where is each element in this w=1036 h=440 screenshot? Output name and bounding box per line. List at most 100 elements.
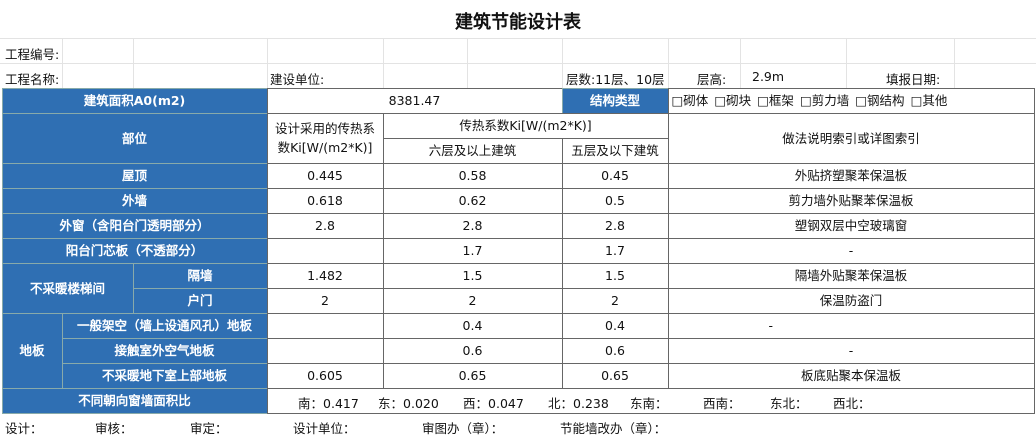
- value-cell: 0.62: [382, 187, 563, 214]
- label: 填报日期:: [886, 72, 941, 87]
- label: 工程名称:: [5, 72, 60, 87]
- group-cell: 地板: [1, 312, 63, 389]
- value-cell: 0.445: [266, 162, 384, 189]
- label: 工程编号:: [5, 47, 60, 62]
- dir: 南：: [298, 396, 324, 411]
- header-cell: 建筑面积A0(m2): [1, 87, 268, 114]
- value-cell: 8381.47: [266, 87, 563, 114]
- option: □框架: [757, 93, 794, 108]
- value-cell: 0.65: [561, 362, 669, 389]
- method-cell: 板底贴聚本保温板: [667, 362, 1035, 389]
- dir: 西：: [463, 396, 489, 411]
- footer-label: 审图办（章）：: [422, 421, 504, 436]
- orientation-item: 西：0.047: [463, 393, 524, 412]
- header-cell: 做法说明索引或详图索引: [667, 112, 1035, 164]
- option: □砌块: [714, 93, 752, 108]
- value-cell: 1.5: [382, 262, 563, 289]
- value-cell: 0.4: [382, 312, 563, 339]
- value-cell: 2: [266, 287, 384, 314]
- option: □钢结构: [855, 93, 905, 108]
- dir: 北：: [548, 396, 574, 411]
- header-cell: 结构类型: [561, 87, 669, 114]
- row-name: 屋顶: [1, 162, 268, 189]
- method-cell: 外贴挤塑聚苯保温板: [667, 162, 1035, 189]
- group-cell: 不采暖楼梯间: [1, 262, 134, 314]
- value-cell: 2.8: [266, 212, 384, 239]
- row-name: 隔墙: [132, 262, 268, 289]
- value-cell: 2.8: [561, 212, 669, 239]
- row-name: 一般架空（墙上设通风孔）地板: [61, 312, 268, 339]
- footer-label: 设计单位：: [293, 421, 356, 436]
- method-cell: -: [667, 237, 1035, 264]
- value-cell: 2: [561, 287, 669, 314]
- method-cell: 塑钢双层中空玻璃窗: [667, 212, 1035, 239]
- header-cell: 部位: [1, 112, 268, 164]
- value: 0.238: [573, 396, 609, 411]
- row-name: 外窗（含阳台门透明部分）: [1, 212, 268, 239]
- footer-label: 设计：: [5, 421, 43, 436]
- value: 0.020: [403, 396, 439, 411]
- row-name: 接触室外空气地板: [61, 337, 268, 364]
- options-cell: □砌体 □砌块 □框架 □剪力墙 □钢结构 □其他: [667, 87, 1035, 114]
- grid-line: [0, 63, 1036, 64]
- option: □其他: [910, 93, 948, 108]
- header-cell: 传热系数Ki[W/(m2*K)]: [382, 112, 669, 139]
- value-cell: 0.4: [561, 312, 669, 339]
- value-cell: [266, 337, 384, 364]
- footer-label: 审核：: [95, 421, 133, 436]
- orientation-item: 西北：: [833, 393, 871, 412]
- orientation-item: 东：0.020: [378, 393, 439, 412]
- label: 建设单位:: [270, 72, 325, 87]
- row-name: 不采暖地下室上部地板: [61, 362, 268, 389]
- header-cell: 不同朝向窗墙面积比: [1, 387, 268, 414]
- header-cell: 五层及以下建筑: [561, 137, 669, 164]
- method-cell: -: [667, 312, 1035, 339]
- value-cell: 1.482: [266, 262, 384, 289]
- orientation-item: 南：0.417: [298, 393, 359, 412]
- dir: 西北：: [833, 396, 871, 411]
- orientation-cell: [266, 387, 1035, 414]
- title: 建筑节能设计表: [455, 12, 581, 33]
- value: 0.047: [488, 396, 524, 411]
- row-name: 户门: [132, 287, 268, 314]
- value-cell: 0.6: [382, 337, 563, 364]
- value-cell: 0.5: [561, 187, 669, 214]
- footer-label: 审定：: [190, 421, 228, 436]
- footer-label: 节能墙改办（章）：: [560, 421, 667, 436]
- method-cell: 隔墙外贴聚苯保温板: [667, 262, 1035, 289]
- header-cell: 设计采用的传热系数Ki[W/(m2*K)]: [266, 112, 384, 164]
- value-cell: [266, 237, 384, 264]
- method-cell: 剪力墙外贴聚苯保温板: [667, 187, 1035, 214]
- dir: 东北：: [770, 396, 808, 411]
- value-cell: 0.65: [382, 362, 563, 389]
- option: □剪力墙: [799, 93, 850, 108]
- orientation-item: 西南：: [703, 393, 741, 412]
- value-cell: 0.45: [561, 162, 669, 189]
- value: 0.417: [323, 396, 359, 411]
- dir: 东南：: [630, 396, 668, 411]
- value-cell: 0.58: [382, 162, 563, 189]
- text: 层数:11层、10层: [566, 72, 665, 87]
- value-cell: 2: [382, 287, 563, 314]
- value-cell: 1.7: [561, 237, 669, 264]
- value-cell: 0.605: [266, 362, 384, 389]
- orientation-item: 北：0.238: [548, 393, 609, 412]
- header-cell: 六层及以上建筑: [382, 137, 563, 164]
- row-name: 外墙: [1, 187, 268, 214]
- row-name: 阳台门芯板（不透部分）: [1, 237, 268, 264]
- option: □砌体: [671, 93, 709, 108]
- label: 层高:: [697, 72, 727, 87]
- orientation-item: 东北：: [770, 393, 808, 412]
- method-cell: -: [667, 337, 1035, 364]
- value-cell: 1.7: [382, 237, 563, 264]
- grid-line: [0, 38, 1036, 39]
- value-cell: 0.6: [561, 337, 669, 364]
- method-cell: 保温防盗门: [667, 287, 1035, 314]
- value-cell: 0.618: [266, 187, 384, 214]
- orientation-item: 东南：: [630, 393, 668, 412]
- value-cell: [266, 312, 384, 339]
- text: 2.9m: [752, 69, 785, 84]
- value-cell: 2.8: [382, 212, 563, 239]
- dir: 东：: [378, 396, 404, 411]
